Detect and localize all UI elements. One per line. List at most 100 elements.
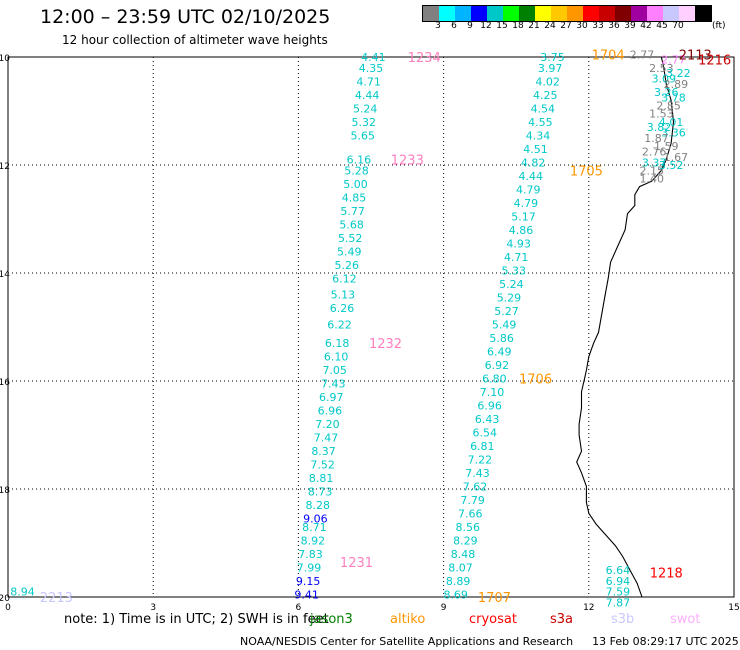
scale-label: 3 — [435, 21, 441, 31]
wave-height-label: 6.49 — [487, 345, 512, 358]
scale-label: 12 — [480, 21, 492, 31]
wave-height-label: 6.12 — [332, 272, 357, 285]
track-id-label: 1218 — [650, 567, 683, 582]
wave-height-label: 7.87 — [606, 596, 631, 609]
y-tick-label: 10 — [0, 54, 10, 64]
wave-height-label: 4.55 — [528, 116, 553, 129]
wave-height-label: 5.29 — [497, 291, 522, 304]
x-tick-label: 6 — [296, 603, 302, 613]
scale-label: 15 — [496, 21, 508, 31]
footer-timestamp: 13 Feb 08:29:17 UTC 2025 — [592, 635, 739, 648]
wave-height-label: 6.16 — [347, 154, 372, 167]
scale-swatch — [583, 6, 599, 21]
wave-height-label: 9.06 — [303, 513, 328, 526]
track-id-label: 1704 — [592, 48, 625, 63]
wave-height-label: 6.43 — [475, 413, 500, 426]
wave-height-label: 5.24 — [353, 102, 378, 115]
wave-height-label: 1.53 — [649, 108, 674, 121]
scale-swatch — [615, 6, 631, 21]
wave-height-label: 8.28 — [306, 499, 331, 512]
wave-height-label: 5.24 — [499, 278, 524, 291]
track-id-label: 1231 — [340, 556, 373, 571]
footer: NOAA/NESDIS Center for Satellite Applica… — [240, 635, 739, 648]
wave-height-label: 4.44 — [518, 170, 543, 183]
track-id-label: 1706 — [519, 372, 552, 387]
scale-swatch — [519, 6, 535, 21]
wave-height-label: 5.17 — [511, 210, 536, 223]
wave-height-label: 7.79 — [460, 494, 485, 507]
page-subtitle: 12 hour collection of altimeter wave hei… — [62, 33, 328, 47]
wave-height-label: 4.93 — [506, 237, 531, 250]
wave-height-label: 6.94 — [606, 575, 631, 588]
scale-label: 27 — [560, 21, 572, 31]
scale-swatch — [695, 6, 711, 21]
scale-label: 33 — [592, 21, 604, 31]
wave-height-label: 3.36 — [661, 127, 686, 140]
scale-swatch — [535, 6, 551, 21]
wave-height-label: 2.77 — [661, 54, 686, 67]
scale-label: 6 — [451, 21, 457, 31]
wave-height-label: 4.01 — [659, 116, 684, 129]
wave-height-label: 4.44 — [355, 89, 380, 102]
wave-height-label: 4.54 — [531, 102, 556, 115]
plot-frame — [7, 56, 735, 598]
x-tick-label: 3 — [150, 603, 156, 613]
y-tick-label: 12 — [0, 162, 10, 172]
wave-height-label: 5.86 — [489, 332, 514, 345]
wave-height-label: 8.69 — [443, 588, 468, 601]
wave-height-label: 2.53 — [649, 62, 674, 75]
satellite-legend-item: altiko — [390, 612, 426, 627]
wave-height-label: 6.54 — [472, 426, 497, 439]
scale-swatch — [647, 6, 663, 21]
scale-label: 36 — [608, 21, 620, 31]
scale-swatch — [471, 6, 487, 21]
wave-height-label: 5.49 — [337, 245, 362, 258]
track-id-label: 1216 — [698, 54, 731, 69]
wave-height-label: 4.71 — [356, 75, 381, 88]
color-scale-bar — [422, 5, 712, 22]
scale-swatch — [503, 6, 519, 21]
track-id-label: 1705 — [570, 164, 603, 179]
wave-height-label: 3.82 — [647, 121, 672, 134]
scale-units-label: (ft) — [712, 21, 726, 31]
wave-height-label: 3.78 — [661, 92, 686, 105]
wave-height-label: 7.62 — [463, 480, 488, 493]
satellite-legend-item: s3a — [550, 612, 574, 627]
wave-height-label: 1.87 — [644, 132, 669, 145]
wave-height-label: 5.77 — [340, 205, 365, 218]
wave-height-label: 3.37 — [642, 156, 667, 169]
wave-height-label: 7.83 — [298, 548, 323, 561]
wave-height-label: 4.35 — [359, 62, 384, 75]
scale-label: 70 — [672, 21, 684, 31]
wave-height-label: 8.29 — [453, 534, 478, 547]
wave-height-label: 6.80 — [482, 372, 507, 385]
track-id-label: 1232 — [369, 337, 402, 352]
wave-height-label: 5.00 — [343, 178, 368, 191]
satellite-legend-item: cryosat — [469, 612, 517, 627]
wave-height-label: 3.75 — [540, 51, 565, 64]
wave-height-label: 2.85 — [656, 100, 681, 113]
track-id-label: 1233 — [391, 154, 424, 169]
scale-swatch — [551, 6, 567, 21]
scale-swatch — [423, 6, 439, 21]
wave-height-label: 7.05 — [322, 364, 347, 377]
note-text: note: 1) Time is in UTC; 2) SWH is in fe… — [64, 612, 329, 627]
wave-height-label: 7.43 — [465, 467, 490, 480]
wave-height-label: 8.81 — [309, 472, 334, 485]
wave-height-label: 2.77 — [630, 48, 655, 61]
satellite-legend-item: s3b — [611, 612, 635, 627]
scale-label: 39 — [624, 21, 636, 31]
wave-height-label: 8.71 — [302, 521, 327, 534]
wave-height-label: 8.73 — [308, 486, 333, 499]
wave-height-label: 2.15 — [639, 164, 664, 177]
wave-height-label: 6.22 — [327, 318, 352, 331]
satellite-legend-item: jason3 — [310, 612, 353, 627]
wave-height-label: 8.07 — [448, 561, 473, 574]
wave-height-label: 1.59 — [654, 140, 679, 153]
wave-height-label: 4.82 — [521, 156, 546, 169]
scale-label: 30 — [576, 21, 588, 31]
scale-label: 21 — [528, 21, 540, 31]
wave-height-label: 5.49 — [492, 318, 517, 331]
page-title: 12:00 – 23:59 UTC 02/10/2025 — [40, 6, 331, 28]
